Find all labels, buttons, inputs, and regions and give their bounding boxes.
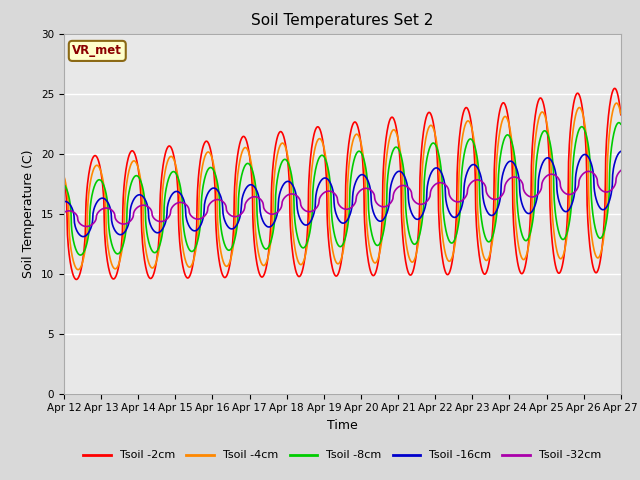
Y-axis label: Soil Temperature (C): Soil Temperature (C) xyxy=(22,149,35,278)
Tsoil -4cm xyxy=(551,238,559,244)
Tsoil -16cm xyxy=(184,221,192,227)
Tsoil -2cm xyxy=(72,276,80,282)
Tsoil -32cm xyxy=(617,168,625,173)
Tsoil -8cm xyxy=(502,133,509,139)
Tsoil -4cm xyxy=(246,156,254,162)
Tsoil -8cm xyxy=(60,182,68,188)
Tsoil -32cm xyxy=(184,204,192,210)
Tsoil -4cm xyxy=(74,267,82,273)
Tsoil -2cm xyxy=(611,85,618,91)
Title: Soil Temperatures Set 2: Soil Temperatures Set 2 xyxy=(252,13,433,28)
Tsoil -16cm xyxy=(429,167,437,173)
Tsoil -4cm xyxy=(171,159,179,165)
Tsoil -4cm xyxy=(617,111,625,117)
Tsoil -4cm xyxy=(612,100,620,106)
Tsoil -16cm xyxy=(502,163,509,168)
Text: VR_met: VR_met xyxy=(72,44,122,58)
Tsoil -16cm xyxy=(79,234,87,240)
Tsoil -32cm xyxy=(83,224,90,229)
Tsoil -2cm xyxy=(502,104,509,109)
Tsoil -8cm xyxy=(551,207,559,213)
Tsoil -8cm xyxy=(77,252,84,258)
Line: Tsoil -2cm: Tsoil -2cm xyxy=(64,88,621,279)
Tsoil -8cm xyxy=(615,120,623,125)
Tsoil -2cm xyxy=(429,119,437,125)
Tsoil -4cm xyxy=(60,174,68,180)
Tsoil -16cm xyxy=(617,148,625,154)
Tsoil -16cm xyxy=(551,167,559,173)
Line: Tsoil -8cm: Tsoil -8cm xyxy=(64,122,621,255)
Tsoil -32cm xyxy=(60,210,68,216)
Tsoil -8cm xyxy=(617,121,625,127)
Tsoil -2cm xyxy=(246,161,254,167)
Tsoil -2cm xyxy=(60,174,68,180)
Tsoil -8cm xyxy=(184,245,192,251)
Tsoil -32cm xyxy=(246,195,254,201)
Tsoil -32cm xyxy=(429,184,437,190)
Tsoil -16cm xyxy=(171,189,179,195)
Line: Tsoil -16cm: Tsoil -16cm xyxy=(64,151,621,237)
Tsoil -2cm xyxy=(551,261,559,266)
Tsoil -16cm xyxy=(60,199,68,204)
Tsoil -4cm xyxy=(184,264,192,269)
Tsoil -2cm xyxy=(617,112,625,118)
Line: Tsoil -32cm: Tsoil -32cm xyxy=(64,170,621,227)
Tsoil -8cm xyxy=(429,140,437,146)
Tsoil -8cm xyxy=(246,163,254,168)
Tsoil -16cm xyxy=(246,182,254,188)
Tsoil -2cm xyxy=(171,157,179,163)
Tsoil -4cm xyxy=(429,125,437,131)
Legend: Tsoil -2cm, Tsoil -4cm, Tsoil -8cm, Tsoil -16cm, Tsoil -32cm: Tsoil -2cm, Tsoil -4cm, Tsoil -8cm, Tsoi… xyxy=(79,446,606,465)
X-axis label: Time: Time xyxy=(327,419,358,432)
Tsoil -4cm xyxy=(502,114,509,120)
Tsoil -32cm xyxy=(502,180,509,186)
Tsoil -32cm xyxy=(551,172,559,178)
Line: Tsoil -4cm: Tsoil -4cm xyxy=(64,103,621,270)
Tsoil -2cm xyxy=(184,275,192,281)
Tsoil -8cm xyxy=(171,169,179,175)
Tsoil -32cm xyxy=(171,202,179,207)
